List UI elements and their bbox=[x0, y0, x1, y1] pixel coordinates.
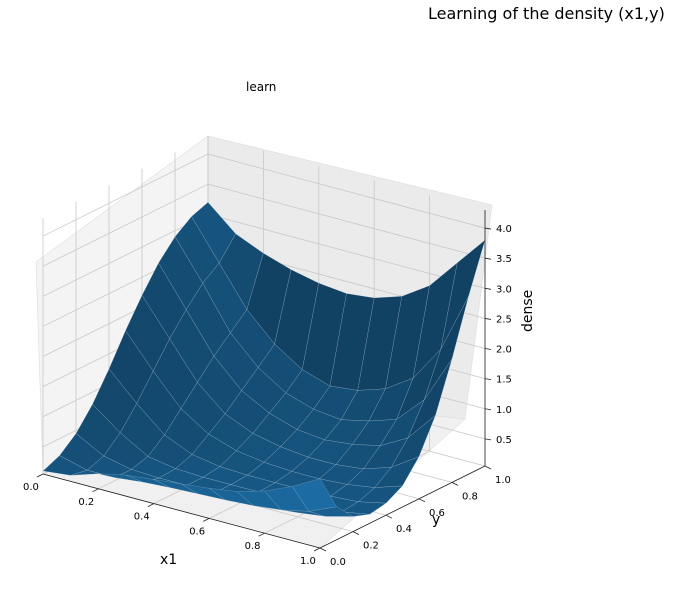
axes: 0.0 0.2 0.4 0.6 0.8 1.0 0.0 0.2 0.4 0.6 0.8 1.0 0.5 1… bbox=[23, 210, 536, 568]
x-tick bbox=[92, 488, 99, 493]
z-tick-label: 0.5 bbox=[496, 435, 512, 446]
z-tick bbox=[484, 318, 492, 320]
z-tick bbox=[484, 257, 492, 260]
x-tick bbox=[313, 547, 321, 552]
surface-patch bbox=[390, 415, 436, 468]
z-tick bbox=[484, 287, 492, 290]
y-tick bbox=[484, 465, 492, 470]
z-tick-label: 3.5 bbox=[496, 254, 512, 265]
x-tick-label: 0.8 bbox=[245, 541, 261, 552]
x-tick-label: 0.2 bbox=[78, 497, 94, 508]
z-tick-label: 3.0 bbox=[496, 284, 512, 295]
grid-line-z-right bbox=[207, 213, 486, 289]
y-tick-label: 0.0 bbox=[330, 557, 346, 568]
x-axis-label: x1 bbox=[160, 552, 177, 568]
grid-line-z-left bbox=[42, 153, 209, 237]
x-tick bbox=[203, 518, 210, 522]
y-tick bbox=[319, 547, 327, 552]
x-tick-label: 0.6 bbox=[189, 526, 205, 537]
y-tick-label: 0.2 bbox=[363, 541, 379, 552]
grid-line-z-left bbox=[42, 213, 209, 297]
grid-line-z-left bbox=[42, 183, 209, 267]
x-tick-label: 0.4 bbox=[134, 512, 150, 523]
x-tick bbox=[36, 473, 44, 478]
z-tick-label: 1.0 bbox=[496, 405, 512, 416]
z-tick bbox=[484, 348, 492, 350]
surface-patch bbox=[291, 478, 337, 512]
y-tick bbox=[451, 482, 459, 486]
x-tick-label: 0.0 bbox=[23, 482, 39, 493]
z-axis-label: dense bbox=[520, 290, 536, 332]
z-tick-label: 2.5 bbox=[496, 314, 512, 325]
surface-patch bbox=[341, 501, 387, 515]
figure-suptitle: Learning of the density (x1,y) bbox=[428, 4, 665, 23]
x-axis-line bbox=[42, 473, 321, 549]
y-axis-line bbox=[319, 465, 486, 549]
axes-title: learn bbox=[246, 80, 277, 94]
z-tick bbox=[484, 227, 492, 230]
y-axis-label: y bbox=[432, 512, 440, 528]
z-tick bbox=[484, 408, 492, 411]
grid-line-z-right bbox=[207, 153, 486, 229]
grid-line-z-right bbox=[207, 183, 486, 259]
x-tick-label: 1.0 bbox=[300, 556, 316, 567]
z-tick-label: 2.0 bbox=[496, 345, 512, 356]
z-tick bbox=[484, 438, 492, 441]
x-tick bbox=[258, 532, 265, 537]
y-tick bbox=[385, 514, 393, 519]
y-tick-label: 0.4 bbox=[396, 524, 412, 535]
y-tick-label: 0.8 bbox=[462, 491, 478, 502]
y-tick-label: 1.0 bbox=[495, 475, 511, 486]
density-surface bbox=[42, 202, 486, 517]
x-tick bbox=[147, 503, 154, 507]
z-tick bbox=[484, 378, 492, 381]
y-tick bbox=[352, 531, 360, 535]
z-tick-label: 4.0 bbox=[496, 224, 512, 235]
z-tick-label: 1.5 bbox=[496, 375, 512, 386]
y-tick bbox=[418, 498, 426, 503]
y-tick-label: 0.6 bbox=[429, 508, 445, 519]
